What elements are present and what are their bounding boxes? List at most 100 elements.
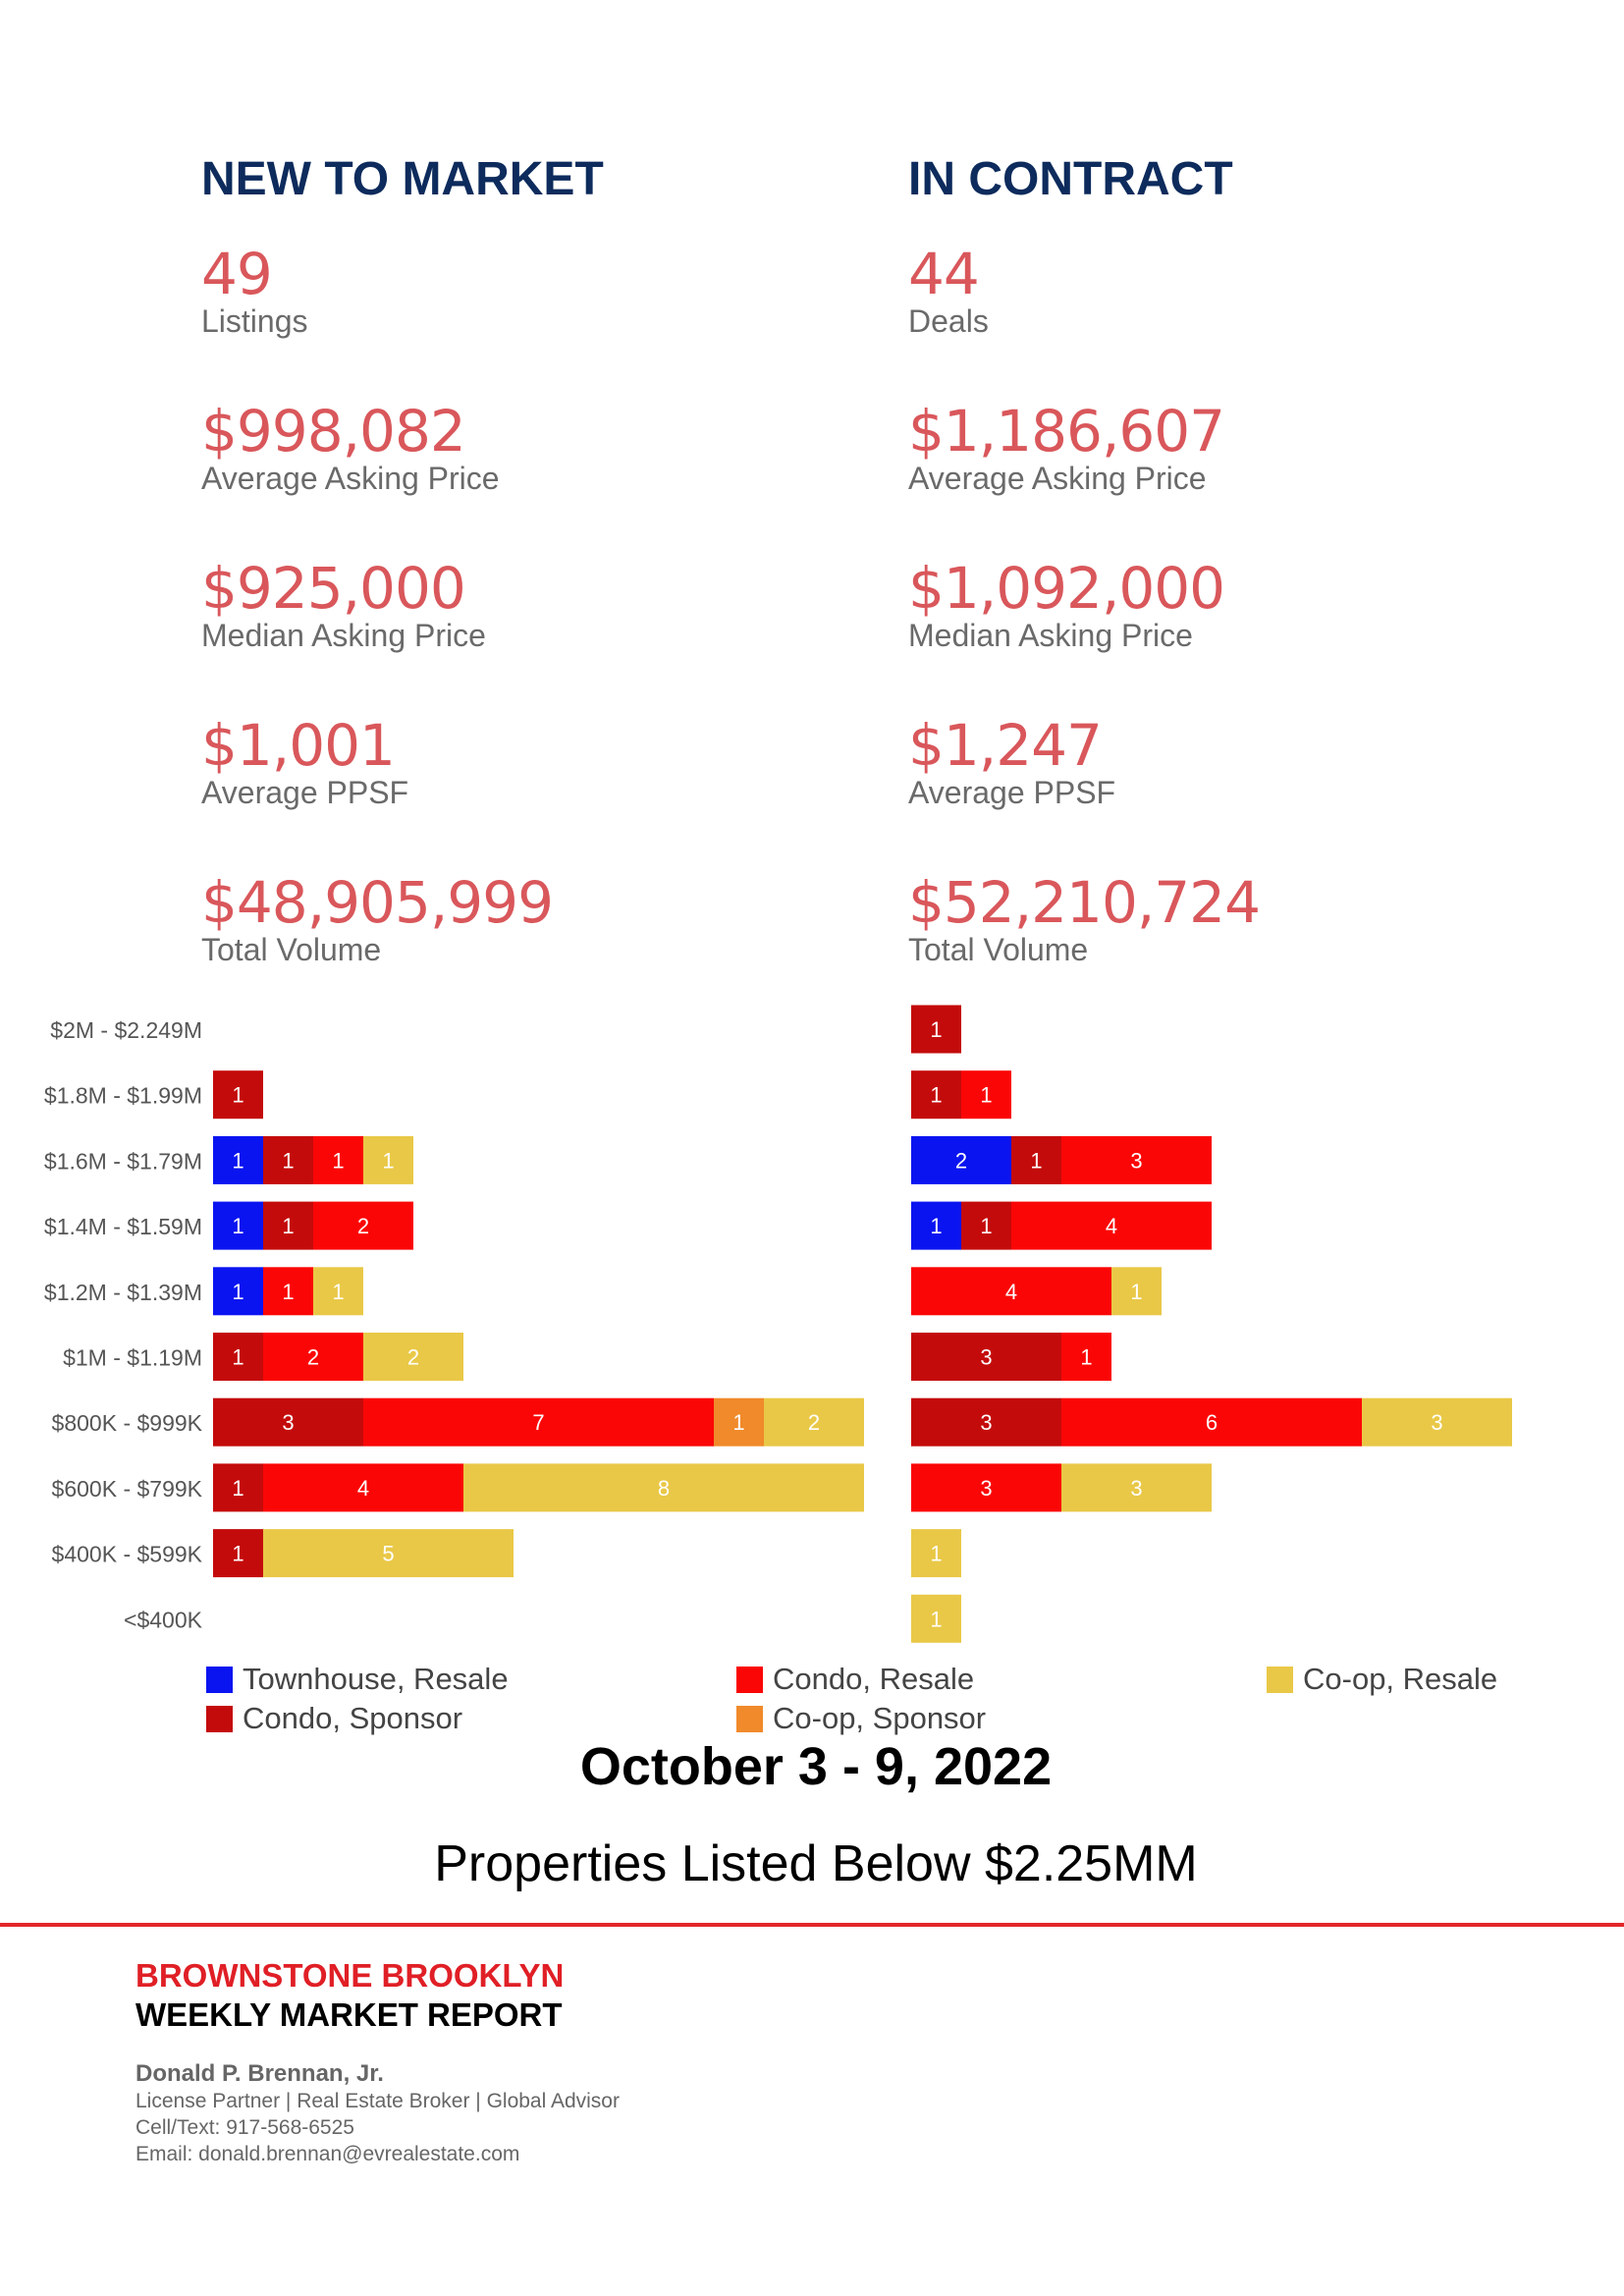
ic-bar-4-2 — [911, 1267, 1111, 1316]
ntm-bar-6-3 — [714, 1397, 764, 1447]
legend-item-coop-sponsor: Co-op, Sponsor — [736, 1701, 986, 1736]
ic-bar-label-7-4: 3 — [1130, 1476, 1142, 1501]
ntm-bar-5-4 — [363, 1333, 463, 1381]
ic-bar-6-4 — [1362, 1397, 1512, 1447]
ntm-bar-3-0 — [213, 1201, 263, 1250]
ic-avg-price-value: $1,186,607 — [908, 398, 1225, 465]
chart-legend: Townhouse, Resale Condo, Resale Co-op, R… — [0, 1662, 1624, 1740]
ic-bar-3-0 — [911, 1201, 961, 1250]
ntm-bar-label-8-1: 1 — [232, 1542, 244, 1566]
legend-label: Condo, Sponsor — [243, 1701, 463, 1735]
ic-bar-label-7-2: 3 — [980, 1476, 992, 1501]
ic-volume-value: $52,210,724 — [908, 869, 1261, 936]
ntm-ppsf-label: Average PPSF — [201, 775, 409, 810]
ntm-median-price-value: $925,000 — [201, 555, 466, 622]
ic-avg-price-label: Average Asking Price — [908, 461, 1207, 496]
ntm-bar-6-1 — [213, 1397, 363, 1447]
ntm-bar-label-4-0: 1 — [232, 1280, 244, 1304]
ntm-avg-price-stat: $998,082 Average Asking Price — [201, 401, 500, 495]
ntm-bar-label-5-1: 1 — [232, 1345, 244, 1370]
legend-item-townhouse-resale: Townhouse, Resale — [206, 1662, 509, 1697]
ntm-bar-4-0 — [213, 1267, 263, 1316]
ntm-volume-stat: $48,905,999 Total Volume — [201, 869, 554, 966]
ic-bar-2-2 — [1061, 1135, 1212, 1184]
ic-bar-2-1 — [1011, 1135, 1061, 1184]
ic-deals-stat: 44 Deals — [908, 244, 989, 338]
legend-item-condo-sponsor: Condo, Sponsor — [206, 1701, 462, 1736]
legend-swatch — [1267, 1667, 1293, 1693]
legend-label: Townhouse, Resale — [243, 1662, 509, 1696]
tick-label-9: <$400K — [124, 1607, 203, 1632]
ntm-bar-2-0 — [213, 1135, 263, 1184]
in-contract-title: IN CONTRACT — [908, 153, 1233, 205]
ic-bar-label-9-4: 1 — [930, 1607, 942, 1631]
tick-label-5: $1M - $1.19M — [63, 1345, 202, 1371]
legend-label: Co-op, Sponsor — [773, 1701, 987, 1735]
ntm-bar-label-3-2: 2 — [357, 1214, 369, 1238]
ic-bar-2-0 — [911, 1135, 1011, 1184]
report-week: October 3 - 9, 2022 — [579, 1737, 1053, 1796]
ntm-bar-label-3-0: 1 — [232, 1214, 244, 1238]
ntm-bar-label-7-2: 4 — [357, 1476, 369, 1501]
tick-label-6: $800K - $999K — [52, 1410, 203, 1436]
ic-bar-label-3-2: 4 — [1106, 1214, 1117, 1238]
tick-label-4: $1.2M - $1.39M — [44, 1280, 202, 1305]
ntm-listings-value: 49 — [201, 241, 273, 307]
ic-deals-label: Deals — [908, 303, 989, 339]
ic-median-price-stat: $1,092,000 Median Asking Price — [908, 555, 1225, 653]
ntm-bar-label-8-4: 5 — [382, 1542, 394, 1566]
ntm-bar-2-2 — [313, 1135, 363, 1184]
ntm-bar-label-2-2: 1 — [332, 1148, 344, 1173]
ic-ppsf-label: Average PPSF — [908, 775, 1116, 810]
legend-label: Co-op, Resale — [1303, 1662, 1498, 1696]
agent-name: Donald P. Brennan, Jr. — [135, 2060, 384, 2087]
report-subtitle: Properties Listed Below $2.25MM — [434, 1835, 1198, 1892]
ntm-bar-label-6-4: 2 — [808, 1410, 820, 1435]
new-to-market-title: NEW TO MARKET — [201, 153, 604, 205]
ntm-bar-7-1 — [213, 1463, 263, 1512]
legend-swatch — [736, 1667, 763, 1693]
legend-label: Condo, Resale — [773, 1662, 975, 1696]
ic-bar-label-8-4: 1 — [930, 1542, 942, 1566]
ic-bar-0-1 — [911, 1005, 961, 1054]
ntm-bar-label-6-2: 7 — [532, 1410, 544, 1435]
footer: BROWNSTONE BROOKLYN WEEKLY MARKET REPORT… — [135, 1956, 620, 2167]
ntm-bar-label-6-3: 1 — [732, 1410, 744, 1435]
ntm-volume-value: $48,905,999 — [201, 869, 554, 936]
ic-bar-label-6-4: 3 — [1431, 1410, 1442, 1435]
ntm-avg-price-value: $998,082 — [201, 398, 466, 465]
ic-median-price-label: Median Asking Price — [908, 618, 1193, 653]
ntm-bar-3-1 — [263, 1201, 313, 1250]
ntm-bar-5-1 — [213, 1333, 263, 1381]
ic-bar-label-3-1: 1 — [980, 1214, 992, 1238]
ntm-bar-8-4 — [263, 1529, 514, 1578]
ntm-bar-label-5-4: 2 — [407, 1345, 419, 1370]
ic-bar-6-2 — [1061, 1397, 1362, 1447]
ntm-bar-4-4 — [313, 1267, 363, 1316]
ntm-bar-5-2 — [263, 1333, 363, 1381]
ic-bar-5-1 — [911, 1333, 1061, 1381]
legend-swatch — [206, 1667, 233, 1693]
ic-bar-5-2 — [1061, 1333, 1111, 1381]
ntm-bar-label-1-1: 1 — [232, 1083, 244, 1108]
ntm-bar-label-2-4: 1 — [382, 1148, 394, 1173]
ic-bar-3-2 — [1011, 1201, 1212, 1250]
ntm-bar-label-3-1: 1 — [282, 1214, 294, 1238]
ic-ppsf-value: $1,247 — [908, 712, 1103, 779]
ntm-bar-label-4-2: 1 — [282, 1280, 294, 1304]
tick-label-0: $2M - $2.249M — [50, 1017, 202, 1043]
ic-bar-7-4 — [1061, 1463, 1212, 1512]
ic-bar-label-4-2: 4 — [1005, 1280, 1017, 1304]
ntm-ppsf-value: $1,001 — [201, 712, 396, 779]
legend-swatch — [736, 1706, 763, 1732]
ic-avg-price-stat: $1,186,607 Average Asking Price — [908, 398, 1225, 496]
ic-bar-label-5-2: 1 — [1080, 1345, 1092, 1370]
ntm-bar-label-7-1: 1 — [232, 1476, 244, 1501]
ntm-bar-6-2 — [363, 1397, 714, 1447]
ntm-bar-8-1 — [213, 1529, 263, 1578]
ntm-bar-4-2 — [263, 1267, 313, 1316]
ntm-bar-1-1 — [213, 1070, 263, 1120]
ntm-bar-label-2-1: 1 — [282, 1148, 294, 1173]
ic-median-price-value: $1,092,000 — [908, 555, 1225, 622]
ntm-bar-2-1 — [263, 1135, 313, 1184]
